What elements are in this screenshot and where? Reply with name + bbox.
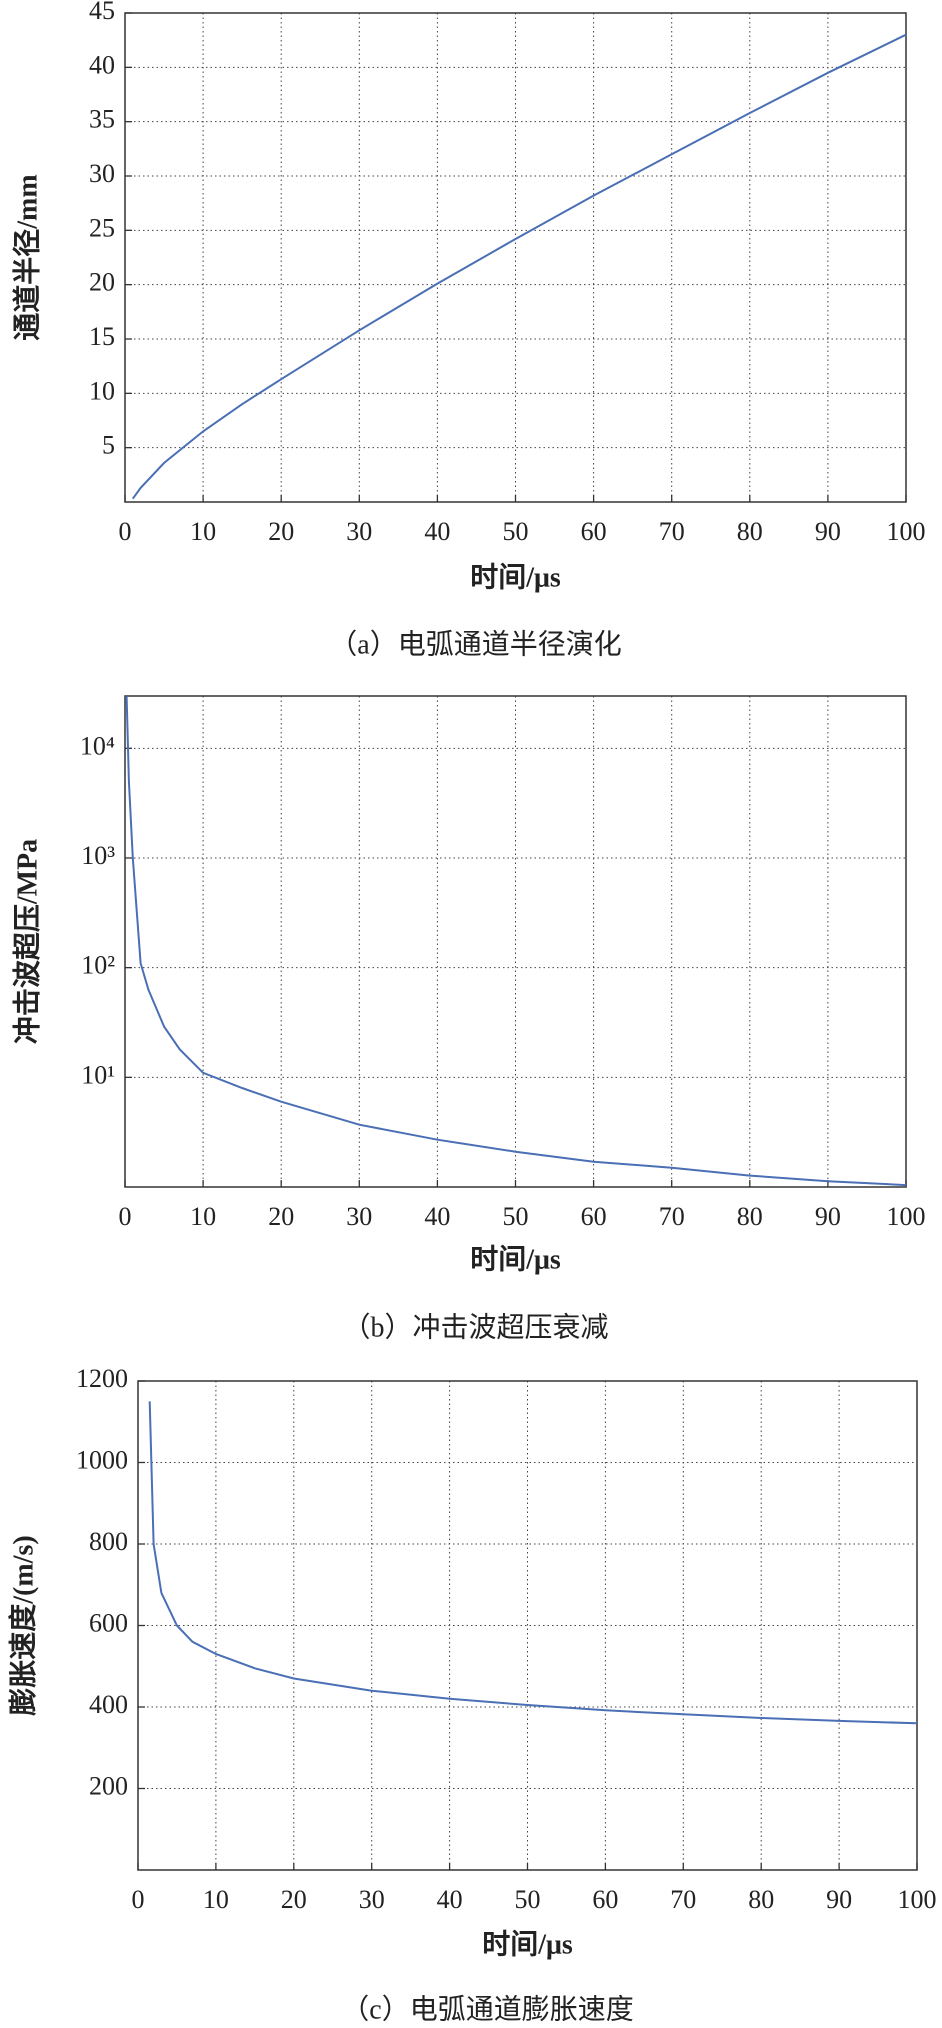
x-tick-label: 30: [346, 517, 372, 546]
x-tick-label: 90: [815, 1202, 841, 1231]
y-tick-label: 10: [89, 376, 115, 405]
x-tick-label: 50: [503, 1202, 529, 1231]
caption: （b）冲击波超压衰减: [342, 1311, 608, 1343]
y-tick-label: 600: [89, 1608, 128, 1637]
data-line: [125, 695, 907, 1187]
y-tick-label: 25: [89, 213, 115, 242]
x-tick-label: 50: [503, 517, 529, 546]
x-tick-label: 70: [659, 1202, 685, 1231]
y-tick-label: 15: [89, 322, 115, 351]
y-tick-label: 30: [89, 159, 115, 188]
x-tick-label: 10: [203, 1885, 229, 1914]
x-tick-label: 10: [190, 1202, 216, 1231]
y-tick-label: 1200: [76, 1364, 128, 1393]
x-tick-label: 100: [887, 517, 926, 546]
x-tick-label: 30: [346, 1202, 372, 1231]
y-tick-label: 10³: [81, 841, 115, 870]
x-tick-label: 60: [581, 517, 607, 546]
y-tick-label: 10⁴: [80, 731, 115, 760]
x-tick-label: 60: [592, 1885, 618, 1914]
x-tick-label: 60: [581, 1202, 607, 1231]
y-tick-label: 1000: [76, 1445, 128, 1474]
x-tick-label: 70: [659, 517, 685, 546]
data-line: [148, 1401, 918, 1725]
data-line: [131, 33, 907, 500]
x-tick-label: 20: [268, 517, 294, 546]
x-tick-label: 40: [424, 517, 450, 546]
x-tick-label: 10: [190, 517, 216, 546]
x-tick-label: 70: [670, 1885, 696, 1914]
caption: （c）电弧通道膨胀速度: [341, 1993, 633, 2025]
y-tick-label: 5: [102, 431, 115, 460]
x-tick-label: 0: [119, 1202, 132, 1231]
x-axis-label: 时间/μs: [470, 1243, 561, 1275]
x-tick-label: 100: [898, 1885, 937, 1914]
x-tick-label: 0: [119, 517, 132, 546]
plot-frame: [137, 1380, 918, 1871]
x-tick-label: 80: [737, 517, 763, 546]
x-axis-label: 时间/μs: [482, 1928, 573, 1960]
y-tick-label: 40: [89, 50, 115, 79]
x-tick-label: 100: [887, 1202, 926, 1231]
plot-frame: [124, 12, 907, 503]
y-tick-label: 200: [89, 1771, 128, 1800]
y-axis-label: 冲击波超压/MPa: [11, 839, 43, 1044]
x-tick-label: 30: [359, 1885, 385, 1914]
y-tick-label: 10²: [81, 951, 115, 980]
y-axis-label: 通道半径/mm: [10, 174, 43, 340]
y-tick-label: 35: [89, 105, 115, 134]
x-tick-label: 40: [437, 1885, 463, 1914]
plot-frame: [124, 695, 907, 1188]
x-axis-label: 时间/μs: [470, 561, 561, 593]
y-tick-label: 400: [89, 1690, 128, 1719]
x-tick-label: 80: [748, 1885, 774, 1914]
caption: （a）电弧通道半径演化: [329, 628, 621, 660]
y-tick-label: 20: [89, 268, 115, 297]
y-tick-label: 800: [89, 1527, 128, 1556]
x-tick-label: 50: [515, 1885, 541, 1914]
x-tick-label: 20: [281, 1885, 307, 1914]
x-tick-label: 40: [424, 1202, 450, 1231]
y-tick-label: 45: [89, 0, 115, 25]
y-axis-label: 膨胀速度/(m/s): [7, 1535, 39, 1716]
x-tick-label: 80: [737, 1202, 763, 1231]
x-tick-label: 20: [268, 1202, 294, 1231]
x-tick-label: 90: [826, 1885, 852, 1914]
x-tick-label: 0: [132, 1885, 145, 1914]
y-tick-label: 10¹: [81, 1060, 115, 1089]
x-tick-label: 90: [815, 517, 841, 546]
